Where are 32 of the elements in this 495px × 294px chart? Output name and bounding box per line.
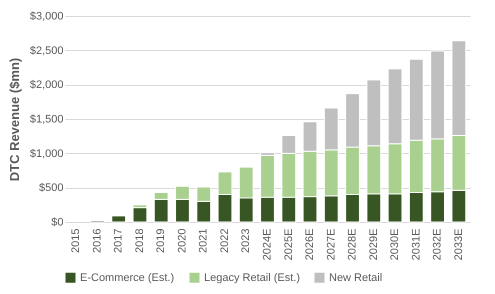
x-tick-label: 2024E xyxy=(262,228,274,260)
legend-label: Legacy Retail (Est.) xyxy=(204,272,300,284)
x-tick-label: 2019 xyxy=(155,228,168,253)
x-tick-label: 2026E xyxy=(304,228,316,260)
y-tick-label: $3,000 xyxy=(30,10,64,22)
x-tick-label: 2028E xyxy=(346,228,359,260)
x-tick-label: 2033E xyxy=(452,228,465,260)
y-axis-title: DTC Revenue ($mn) xyxy=(6,58,22,182)
x-tick-label: 2017 xyxy=(112,228,125,253)
legend-label: New Retail xyxy=(329,272,382,284)
x-tick-label: 2030E xyxy=(389,228,402,260)
x-tick-label: 2020 xyxy=(176,228,188,253)
x-tick-label: 2022 xyxy=(218,228,231,253)
x-tick-label: 2016 xyxy=(91,228,104,253)
x-tick-label: 2015 xyxy=(70,228,82,253)
y-tick-label: $2,500 xyxy=(30,44,64,57)
legend-label: E-Commerce (Est.) xyxy=(80,272,174,284)
x-tick-label: 2023 xyxy=(240,228,252,253)
y-tick-label: $1,000 xyxy=(30,148,64,160)
x-tick-label: 2027E xyxy=(325,228,338,260)
x-tick-label: 2021 xyxy=(198,228,210,253)
bar xyxy=(132,207,148,222)
y-tick-label: $2,000 xyxy=(30,79,64,92)
y-tick-label: $0 xyxy=(51,216,64,228)
x-tick-label: 2018 xyxy=(134,228,146,253)
x-tick-label: 2025E xyxy=(282,228,295,260)
bar xyxy=(111,215,126,222)
x-tick-label: 2031E xyxy=(410,228,422,260)
y-tick-label: $500 xyxy=(39,182,64,194)
x-tick-label: 2032E xyxy=(432,228,444,260)
x-tick-label: 2029E xyxy=(368,228,380,260)
y-tick-label: $1,500 xyxy=(30,114,64,126)
